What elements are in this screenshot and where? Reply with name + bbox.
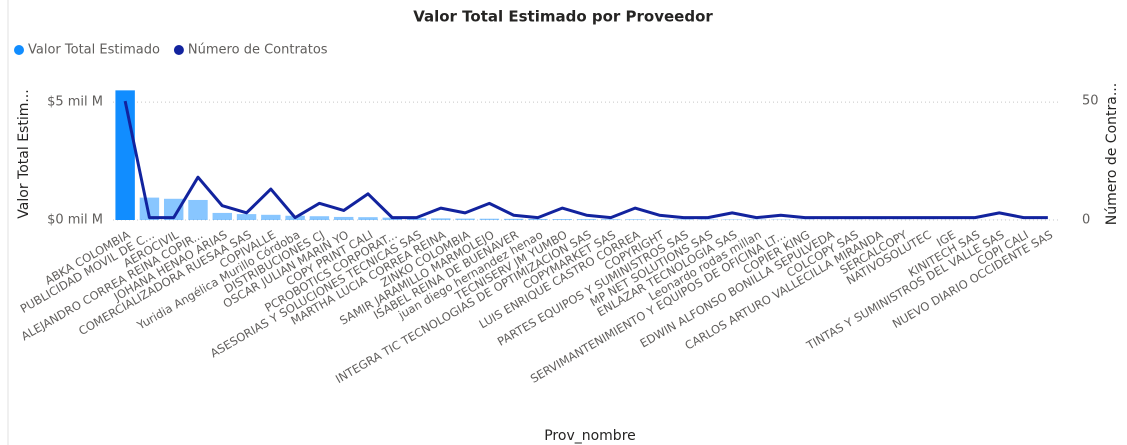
line	[123, 100, 1048, 220]
y2-tick-label: 50	[1082, 94, 1099, 109]
bar	[479, 218, 500, 220]
bar	[261, 214, 281, 220]
bar	[649, 219, 670, 220]
legend-label: Valor Total Estimado	[28, 43, 160, 58]
bar	[163, 198, 184, 220]
bar	[601, 219, 621, 220]
bar	[625, 219, 645, 220]
chart-title: Valor Total Estimado por Proveedor	[413, 8, 713, 26]
x-axis-title: Prov_nombre	[544, 428, 636, 444]
bar	[139, 197, 160, 220]
bar	[309, 216, 330, 220]
bar	[188, 199, 208, 220]
y2-axis-title: Número de Contra...	[1104, 83, 1120, 225]
bar	[673, 219, 694, 220]
bar	[576, 219, 597, 220]
bar	[552, 219, 572, 220]
bar	[236, 214, 257, 220]
bar	[503, 218, 524, 220]
bar	[431, 218, 451, 220]
legend-marker	[173, 45, 184, 55]
legend-marker	[14, 45, 24, 55]
bar	[115, 90, 135, 220]
y2-tick-label: 0	[1082, 213, 1090, 228]
bar	[212, 212, 232, 220]
bar	[528, 218, 548, 220]
y-axis-title: Valor Total Estim...	[16, 89, 32, 218]
bar	[358, 217, 378, 220]
bar	[333, 216, 354, 220]
bar	[455, 218, 475, 220]
y-tick-label: $5 mil M	[47, 95, 103, 110]
y-tick-label: $0 mil M	[47, 213, 103, 228]
legend-label: Número de Contratos	[188, 43, 328, 58]
